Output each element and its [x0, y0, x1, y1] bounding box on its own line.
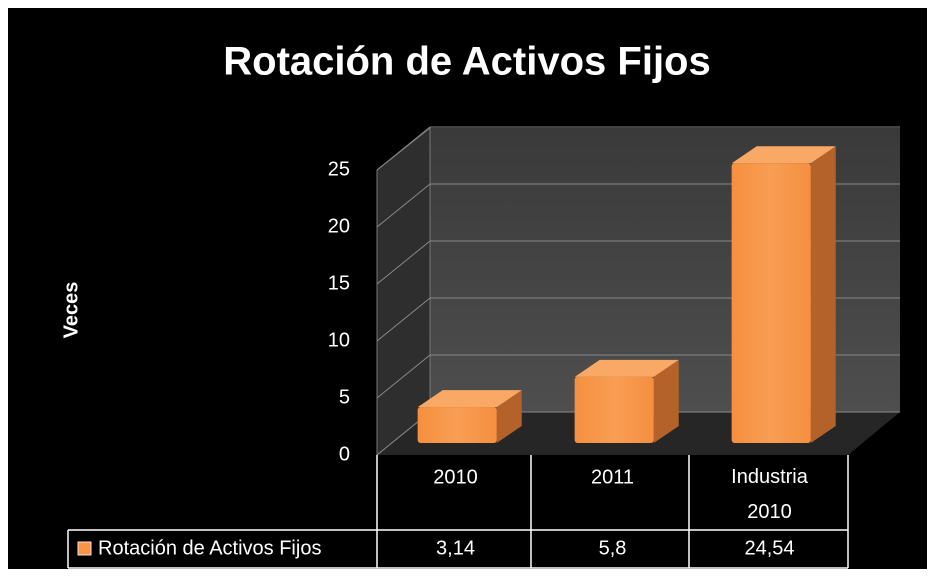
- y-tick-label: 5: [339, 386, 350, 408]
- y-axis-label: Veces: [60, 282, 82, 339]
- bar-shade: [574, 376, 654, 443]
- x-tick-label: Industria 2010: [731, 466, 809, 523]
- bar-shade: [417, 407, 497, 443]
- bar-side: [810, 146, 836, 443]
- y-tick-label: 15: [328, 272, 350, 294]
- grid-line: [376, 126, 431, 171]
- bar-side: [653, 359, 679, 443]
- bar-side: [496, 390, 522, 443]
- y-tick-label: 25: [328, 158, 350, 180]
- bar-top: [417, 390, 522, 408]
- x-tick-label: 2010: [433, 466, 478, 488]
- grid-line: [376, 183, 431, 228]
- grid-line: [376, 240, 431, 285]
- chart-title: Rotación de Activos Fijos: [223, 40, 710, 84]
- legend-marker: [77, 541, 92, 556]
- legend-label: Rotación de Activos Fijos: [98, 537, 321, 559]
- table-value: 5,8: [599, 537, 627, 559]
- bar-top: [574, 359, 679, 377]
- grid-line: [376, 297, 431, 342]
- y-tick-label: 0: [339, 443, 350, 465]
- grid-line: [376, 354, 431, 399]
- table-value: 24,54: [744, 537, 794, 559]
- x-tick-label: 2011: [591, 466, 634, 488]
- bar-top: [731, 146, 836, 164]
- bar-shade: [731, 163, 811, 443]
- y-tick-label: 10: [328, 329, 350, 351]
- table-value: 3,14: [436, 537, 475, 559]
- y-tick-label: 20: [328, 215, 350, 237]
